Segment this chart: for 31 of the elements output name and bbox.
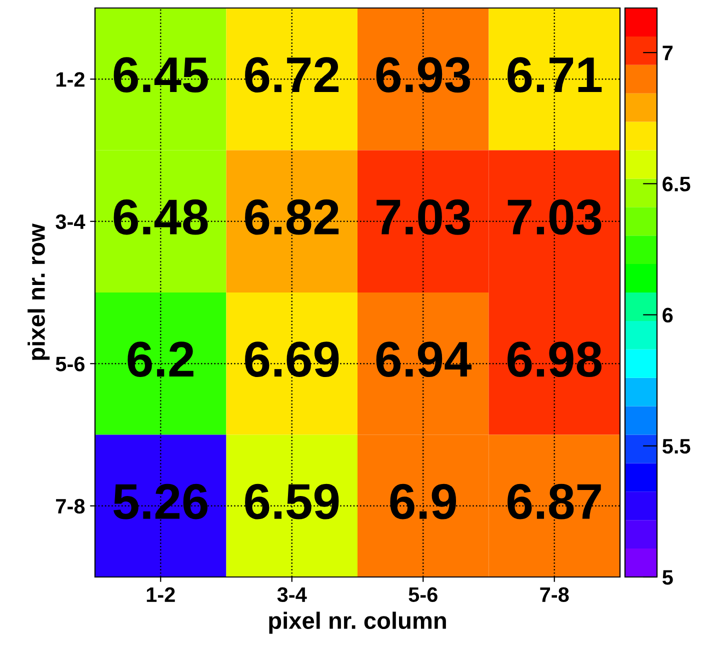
color-bar-label: 6.5 [662, 176, 690, 192]
x-tick-label: 1-2 [146, 587, 175, 602]
x-tick-label: 7-8 [540, 587, 569, 602]
y-tick-label: 1-2 [56, 72, 84, 87]
y-tick-label: 3-4 [56, 214, 86, 230]
data-label: 7.03 [376, 199, 470, 235]
color-bar-label: 7 [662, 46, 673, 60]
data-label: 6.9 [390, 484, 456, 520]
y-tick-label: 7-8 [56, 498, 85, 514]
data-label: 6.59 [245, 484, 339, 520]
data-label: 6.82 [245, 199, 339, 235]
x-axis-title: pixel nr. column [269, 612, 446, 634]
data-label: 6.87 [508, 484, 601, 520]
color-bar-label: 6 [662, 308, 673, 323]
data-label: 6.69 [245, 342, 339, 378]
data-label: 6.94 [376, 342, 472, 378]
x-tick-label: 3-4 [277, 587, 307, 602]
data-label: 6.98 [508, 342, 602, 378]
data-label: 6.45 [114, 57, 208, 93]
data-label: 6.48 [114, 199, 208, 235]
y-axis-title: pixel nr. row [28, 224, 50, 360]
data-label: 6.72 [245, 57, 339, 93]
color-bar-label: 5.5 [662, 439, 690, 454]
data-label: 7.03 [508, 199, 602, 235]
y-tick-label: 5-6 [56, 356, 85, 372]
data-label: 6.93 [376, 57, 470, 93]
data-label: 6.71 [508, 57, 602, 93]
x-tick-label: 5-6 [408, 587, 438, 602]
data-label: 5.26 [114, 484, 208, 520]
data-label: 6.2 [128, 342, 194, 378]
color-bar-label: 5 [662, 570, 673, 585]
